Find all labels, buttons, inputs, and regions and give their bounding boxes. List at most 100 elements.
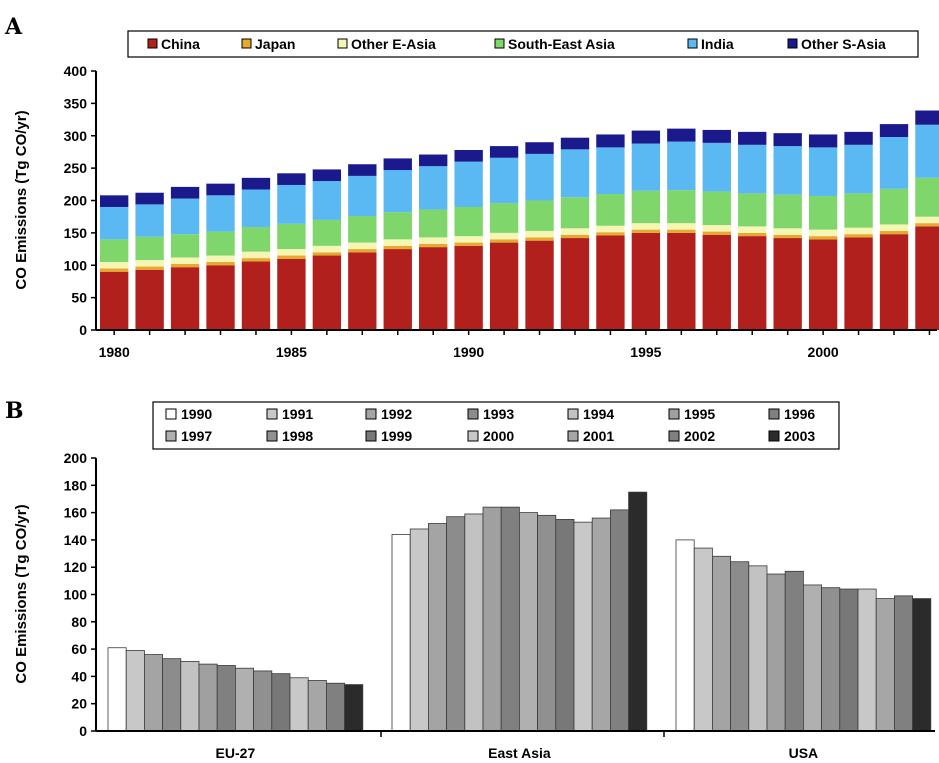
bar-segment [135,236,164,261]
bar-segment [135,266,164,270]
y-tick-label: 350 [64,95,88,111]
bar-segment [419,166,448,210]
y-tick-label: 60 [71,641,87,657]
legend-label: 1997 [181,428,212,444]
y-tick-label: 200 [64,450,88,466]
bar-segment [348,249,377,253]
chart-b-y-axis-label: CO Emissions (Tg CO/yr) [13,504,30,683]
bar-segment [560,228,590,235]
y-tick-label: 0 [79,723,87,739]
chart-b-x-axis: EU-27 East Asia USA [216,731,819,761]
bar-segment [631,143,661,191]
chart-b-panel-letter: B [5,398,24,424]
chart-a-legend: China Japan Other E-Asia South-East Asia Ind… [127,30,919,58]
bar-segment [596,225,625,233]
legend-label: 1999 [381,428,412,444]
bar-segment [277,255,306,259]
bar-segment [844,144,873,194]
legend-swatch [494,38,505,49]
bar-segment [702,231,731,235]
bar-segment [525,240,554,330]
legend-label: 2002 [684,428,715,444]
bar-segment [454,242,483,246]
bar-segment [560,137,590,150]
legend-swatch [668,430,680,442]
bar-segment [667,229,696,233]
bar-segment [419,247,448,330]
bar [307,680,327,732]
bar-segment [419,243,448,248]
bar-segment [596,147,625,195]
bar-segment [489,157,519,204]
bar-segment [170,186,200,199]
legend-label: 1998 [282,428,313,444]
legend-label: 2001 [583,428,614,444]
legend-swatch [266,408,278,420]
legend-label: China [161,36,200,52]
bar [391,534,411,732]
chart-a-y-axis-label: CO Emissions (Tg CO/yr) [13,110,30,289]
legend-swatch [787,38,798,49]
x-tick-label: 1990 [453,344,484,360]
bar-segment [135,204,164,237]
bar-segment [383,170,412,213]
bar-segment [667,223,696,230]
chart-a-axes [95,71,937,331]
bar [537,514,557,732]
legend-label: 1990 [181,406,212,422]
bar-segment [808,147,838,196]
y-tick-label: 100 [64,587,88,603]
bar-segment [560,197,590,229]
bar-segment [667,128,696,142]
y-tick-label: 150 [64,225,88,241]
legend-label: 1994 [583,406,614,422]
bar-segment [348,242,377,250]
bar-segment [206,265,235,330]
bar-segment [596,235,625,330]
bar-segment [454,245,483,330]
legend-swatch [768,408,780,420]
chart-a-x-axis: 1980 1985 1990 1995 2000 [99,330,931,360]
legend-swatch [768,430,780,442]
bar-segment [206,195,235,232]
legend-label: 1993 [483,406,514,422]
bar-segment [915,177,939,217]
bar-segment [100,271,129,330]
bar [464,513,484,732]
legend-swatch [567,408,579,420]
bar [610,509,630,732]
bar-segment [170,257,200,264]
bar-segment [808,134,838,148]
bar-segment [915,223,939,227]
bar-segment [100,268,129,272]
bar [875,598,895,732]
legend-swatch [337,38,348,49]
bar-segment [135,269,164,330]
bar-segment [383,158,412,171]
bar-segment [631,232,661,330]
bar-segment [738,193,767,227]
bar [180,660,200,732]
bar [500,506,520,732]
bar-segment [808,239,838,330]
bar [839,588,859,732]
bar-segment [206,255,235,263]
bar-segment [631,190,661,224]
bar [234,667,254,732]
bar-segment [241,258,271,262]
x-tick-label: 1980 [99,344,130,360]
bar-segment [206,262,235,266]
bar-segment [277,184,306,224]
x-tick-label: USA [789,745,819,761]
bar-segment [277,258,306,330]
bar [693,547,713,732]
bar [216,665,236,732]
bar-segment [241,227,271,252]
bar-segment [525,200,554,231]
x-tick-label: 1985 [276,344,307,360]
legend-label: India [701,36,734,52]
legend-label: South-East Asia [508,36,615,52]
y-tick-label: 20 [71,696,87,712]
bar [125,650,145,732]
